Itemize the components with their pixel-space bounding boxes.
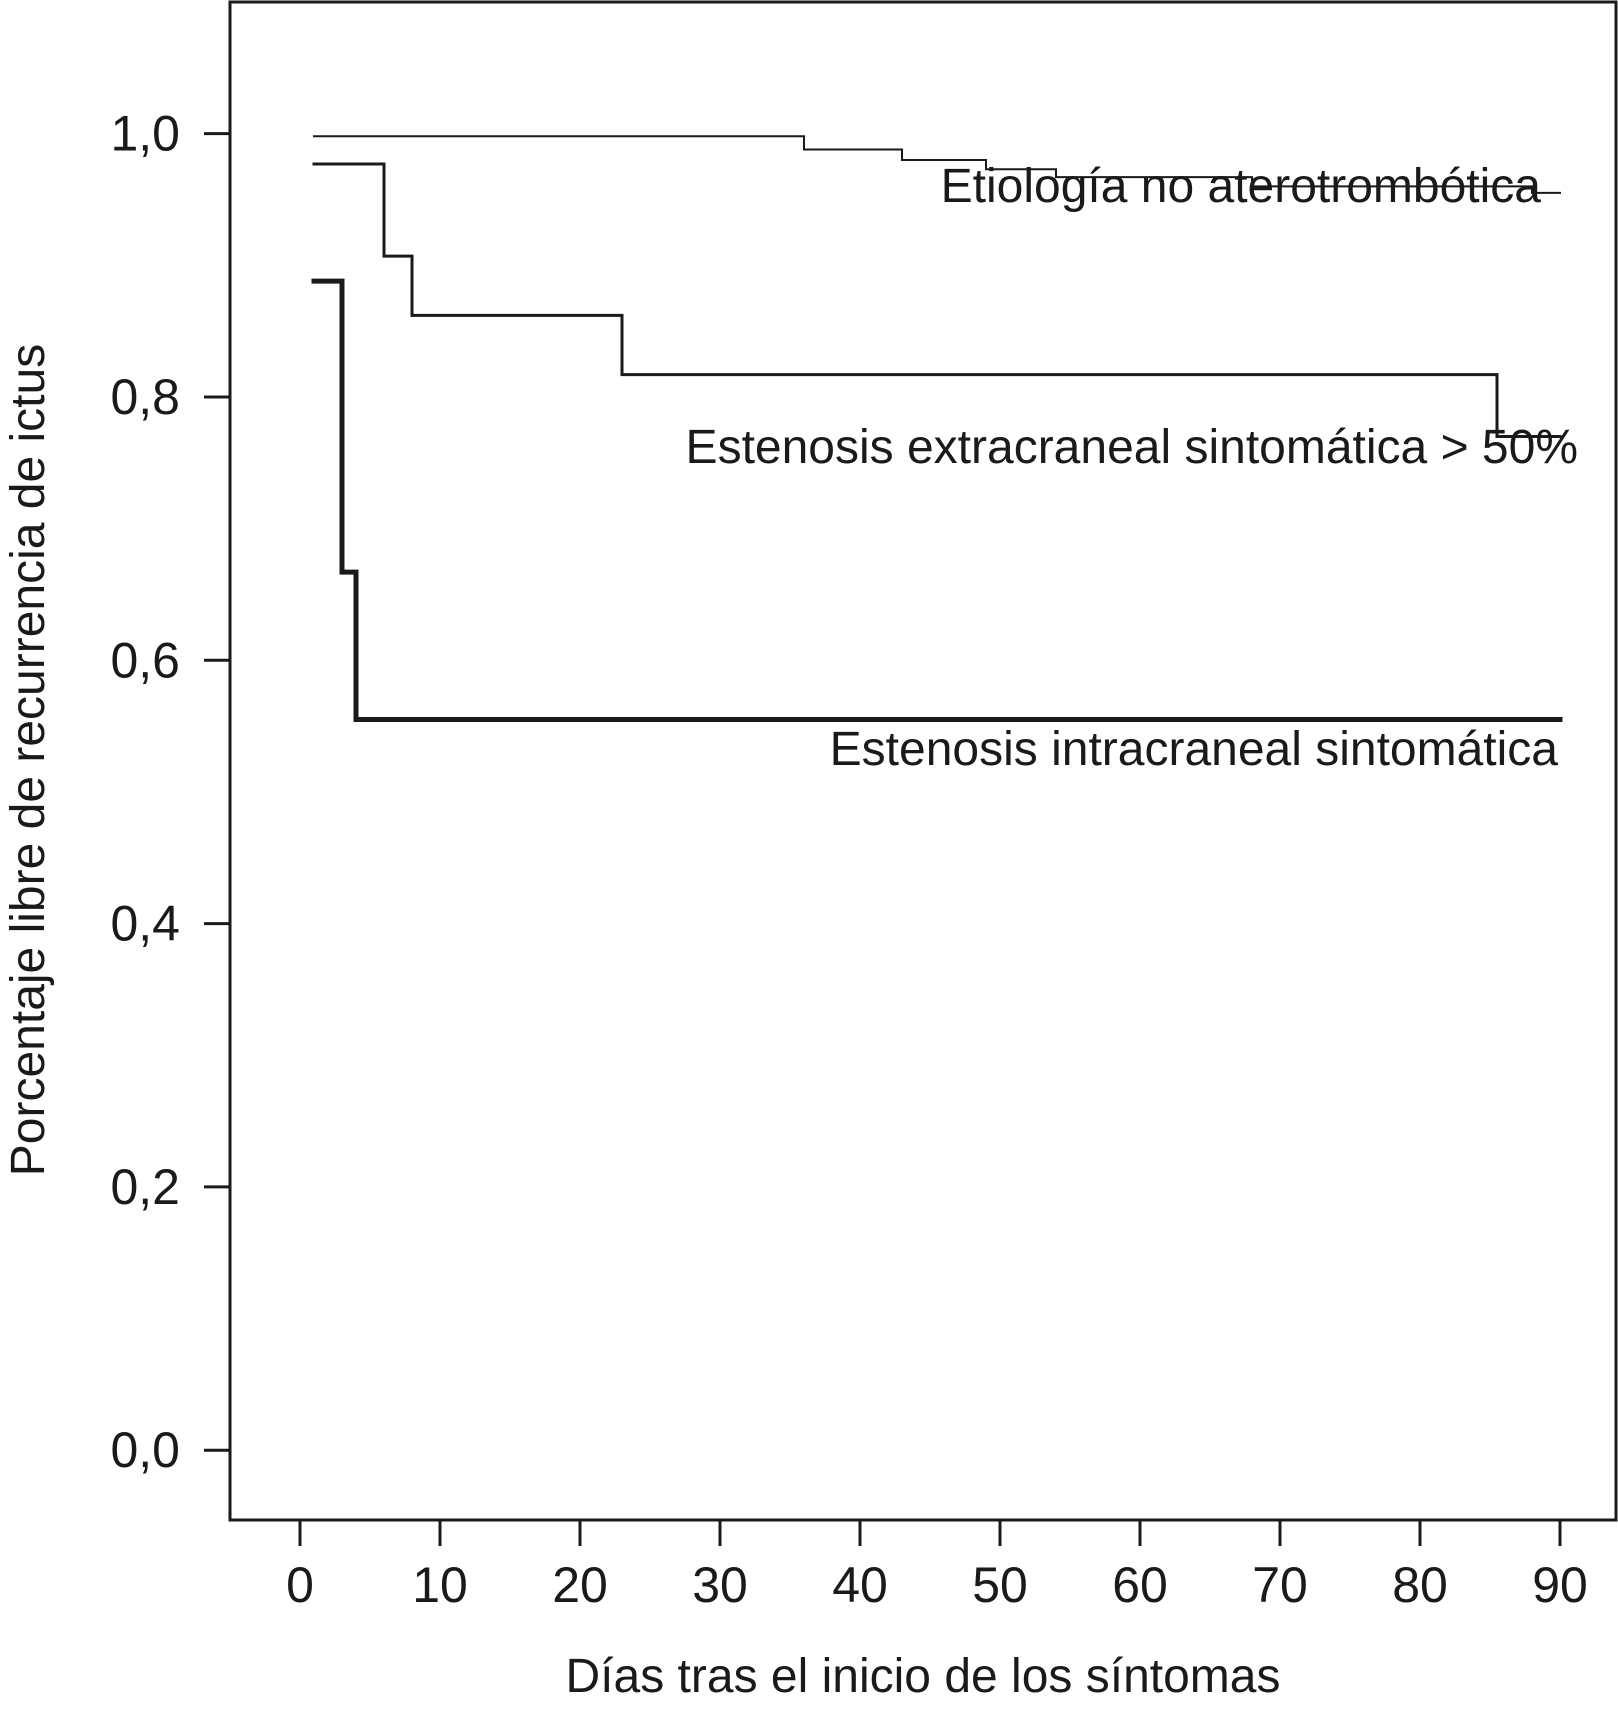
series-line-2 — [311, 278, 1563, 723]
series-line-1 — [312, 162, 1562, 438]
x-axis-title: Días tras el inicio de los síntomas — [566, 1650, 1281, 1703]
x-tick-label-80: 80 — [1392, 1557, 1448, 1613]
series-label-estenosis-intracraneal: Estenosis intracraneal sintomática — [830, 723, 1559, 776]
x-tick-label-30: 30 — [692, 1557, 748, 1613]
y-tick-label-1: 0,2 — [110, 1159, 180, 1215]
x-tick-label-50: 50 — [972, 1557, 1028, 1613]
series-group — [311, 135, 1563, 723]
y-tick-label-4: 0,8 — [110, 369, 180, 425]
x-tick-label-20: 20 — [552, 1557, 608, 1613]
y-axis-title: Porcentaje libre de recurrencia de ictus — [2, 344, 55, 1176]
x-tick-label-10: 10 — [412, 1557, 468, 1613]
y-tick-label-3: 0,6 — [110, 632, 180, 688]
x-tick-label-90: 90 — [1532, 1557, 1588, 1613]
y-tick-label-2: 0,4 — [110, 896, 180, 952]
x-axis: 0 10 20 30 40 50 60 70 80 90 — [286, 1520, 1588, 1613]
y-tick-label-0: 0,0 — [110, 1422, 180, 1478]
series-label-etiologia-no-aterotrombotica: Etiología no aterotrombótica — [941, 160, 1542, 213]
series-label-estenosis-extracraneal: Estenosis extracraneal sintomática > 50% — [686, 421, 1578, 474]
y-tick-label-5: 1,0 — [110, 106, 180, 162]
x-tick-label-70: 70 — [1252, 1557, 1308, 1613]
y-axis: 0,0 0,2 0,4 0,6 0,8 1,0 — [110, 106, 230, 1478]
series-line-0 — [313, 135, 1561, 194]
plot-frame — [228, 0, 1618, 1522]
x-tick-label-60: 60 — [1112, 1557, 1168, 1613]
x-tick-label-0: 0 — [286, 1557, 314, 1613]
x-tick-label-40: 40 — [832, 1557, 888, 1613]
